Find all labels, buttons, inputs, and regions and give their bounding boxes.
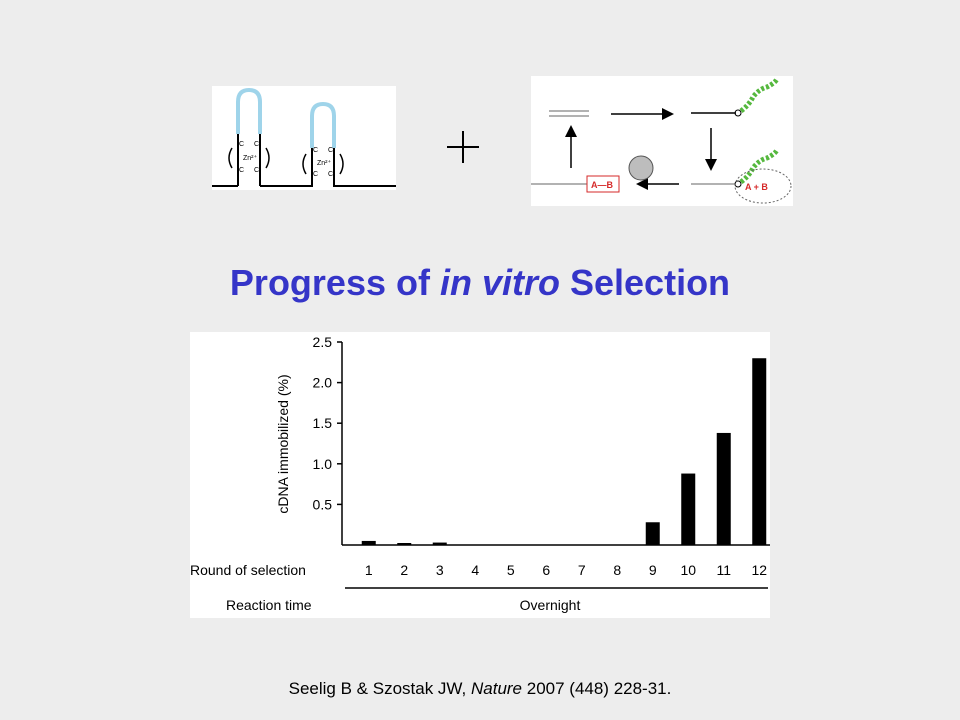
hairpin-loop	[236, 87, 262, 134]
base-label: C	[328, 171, 333, 178]
bar	[361, 540, 376, 545]
base-label: C	[254, 141, 259, 148]
bars	[361, 358, 767, 545]
bracket-right	[339, 153, 344, 175]
reaction-bubble	[734, 168, 792, 204]
row-label-reaction-time: Reaction time	[226, 597, 312, 613]
hairpin-loop	[310, 101, 336, 148]
citation: Seelig B & Szostak JW, Nature 2007 (448)…	[288, 679, 672, 698]
plus-sign	[447, 131, 479, 163]
base-label: C	[328, 147, 333, 154]
x-tick-labels: 1 2 3 4 5 6 7 8 9 10 11 12	[365, 562, 767, 578]
y-tick-label: 1.5	[313, 415, 333, 431]
y-axis: 0.5 1.0 1.5 2.0 2.5	[313, 334, 770, 546]
base-label: C	[239, 141, 244, 148]
peptide-chain	[739, 148, 780, 184]
x-tick-label: 8	[613, 562, 621, 578]
bar	[432, 542, 447, 545]
bar	[397, 543, 412, 545]
hairpin-diagram-svg: C C C C Zn²⁺ C C C C Zn²⁺	[212, 87, 396, 187]
bracket-left	[302, 153, 307, 175]
y-tick-label: 1.0	[313, 456, 333, 472]
bar	[716, 432, 731, 545]
hairpin-2: C C C C Zn²⁺	[302, 101, 344, 186]
overnight-label: Overnight	[520, 597, 581, 613]
bar	[752, 358, 767, 545]
complex-label: A—B	[591, 180, 613, 190]
x-tick-label: 11	[716, 562, 731, 578]
x-tick-label: 3	[436, 562, 444, 578]
x-tick-label: 12	[751, 562, 767, 578]
linker-circle	[734, 109, 742, 117]
hairpin-1: C C C C Zn²⁺	[228, 87, 270, 186]
metal-label: Zn²⁺	[317, 159, 332, 167]
base-label: C	[239, 167, 244, 174]
x-tick-label: 4	[471, 562, 479, 578]
selection-scheme-diagram: A + B A—B	[531, 76, 793, 206]
x-tick-label: 5	[507, 562, 515, 578]
base-label: C	[254, 167, 259, 174]
y-axis-label: cDNA immobilized (%)	[275, 374, 291, 513]
base-label: C	[313, 147, 318, 154]
y-tick-label: 2.0	[313, 375, 333, 391]
y-tick-label: 2.5	[313, 334, 333, 350]
bead	[628, 155, 654, 181]
row-label-round: Round of selection	[190, 562, 306, 578]
x-tick-label: 6	[542, 562, 550, 578]
x-tick-label: 7	[578, 562, 586, 578]
base-label: C	[313, 171, 318, 178]
y-tick-label: 0.5	[313, 496, 333, 512]
bar	[645, 522, 660, 545]
peptide-chain	[739, 77, 780, 113]
bar	[681, 473, 696, 545]
bracket-left	[228, 147, 233, 169]
bar-chart-svg: 0.51.01.52.02.5 1 2 3 4 5 6 7 8 9 10 11 12 cDNA imm…	[190, 334, 770, 613]
metal-label: Zn²⁺	[243, 154, 258, 162]
x-tick-label: 2	[400, 562, 408, 578]
hairpin-diagram: C C C C Zn²⁺ C C C C Zn²⁺	[212, 86, 396, 190]
selection-scheme-svg: A + B A—B	[531, 77, 792, 204]
x-tick-label: 9	[649, 562, 657, 578]
slide-title: Progress of in vitro Selection	[229, 262, 731, 303]
x-tick-label: 1	[365, 562, 373, 578]
x-tick-label: 10	[680, 562, 696, 578]
reactants-label: A + B	[745, 182, 768, 192]
product-box	[586, 175, 620, 193]
bar-chart: 0.5 1.0 1.5 2.0 2.5 1 2 3 4 5 6 7 8 9 10 11 12 cDNA imm…	[190, 332, 770, 618]
bracket-right	[265, 147, 270, 169]
backbone-line	[212, 172, 396, 187]
